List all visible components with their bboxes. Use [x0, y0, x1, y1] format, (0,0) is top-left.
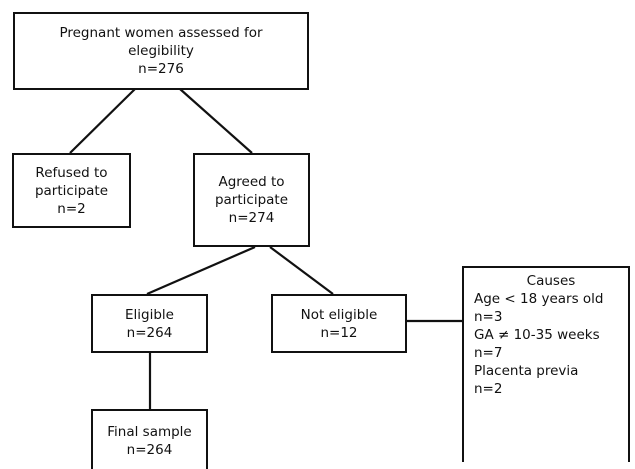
connector-assessed-agreed — [179, 88, 253, 154]
cause-ga-count: n=7 — [474, 345, 503, 361]
agreed-line1: Agreed to — [218, 174, 285, 190]
eligible-count: n=264 — [126, 324, 173, 341]
refused-box: Refused to participate n=2 — [12, 153, 131, 228]
connector-agreed-eligible — [146, 245, 256, 296]
cause-placenta-count: n=2 — [474, 381, 503, 397]
cause-placenta-label: Placenta previa — [474, 363, 579, 379]
eligible-label: Eligible — [125, 306, 174, 323]
assessed-count: n=276 — [138, 61, 184, 77]
eligible-box: Eligible n=264 — [91, 294, 208, 353]
refused-line2: participate — [34, 182, 109, 199]
cause-ga-label: GA ≠ 10-35 weeks — [474, 327, 600, 343]
final-sample-count: n=264 — [126, 442, 173, 458]
cause-age-count: n=3 — [474, 309, 503, 325]
not-eligible-box: Not eligible n=12 — [271, 294, 407, 353]
assessed-line1: Pregnant women assessed for — [59, 25, 263, 41]
connector-assessed-refused — [69, 88, 136, 154]
causes-box: Causes Age < 18 years old n=3 GA ≠ 10-35… — [462, 266, 630, 462]
cause-age-label: Age < 18 years old — [474, 291, 604, 307]
assessed-line2: elegibility — [128, 43, 194, 59]
connector-agreed-not-eligible — [269, 246, 334, 295]
agreed-box: Agreed to participate n=274 — [193, 153, 310, 247]
not-eligible-label: Not eligible — [300, 306, 378, 323]
refused-count: n=2 — [57, 200, 86, 217]
agreed-count: n=274 — [228, 210, 275, 226]
final-sample-label: Final sample — [107, 424, 192, 440]
final-sample-box: Final sample n=264 — [91, 409, 208, 469]
causes-title: Causes — [526, 273, 576, 289]
agreed-line2: participate — [214, 192, 289, 208]
not-eligible-count: n=12 — [320, 324, 358, 341]
assessed-box: Pregnant women assessed for elegibility … — [13, 12, 309, 90]
refused-line1: Refused to — [35, 164, 108, 181]
